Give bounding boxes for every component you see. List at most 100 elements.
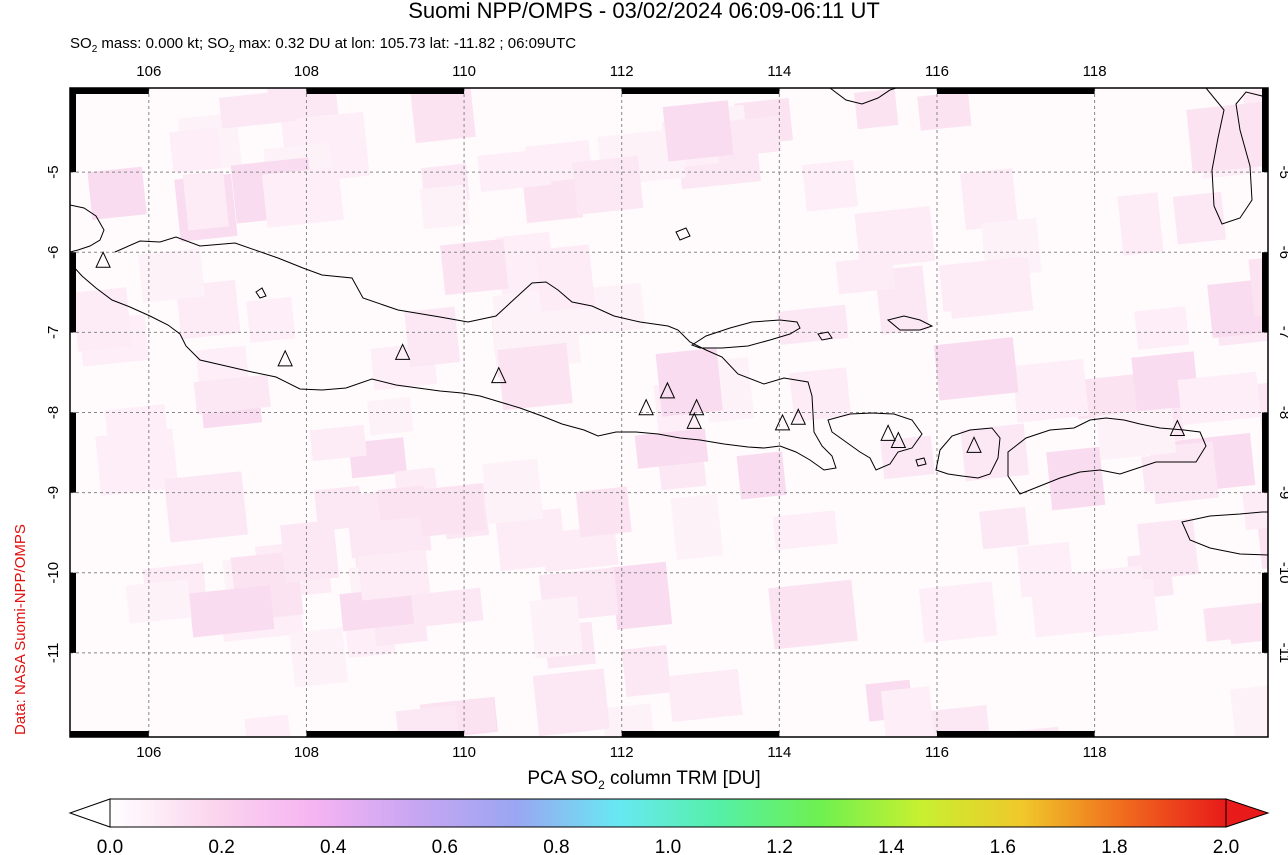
colorbar-tick-labels: 0.0 0.2 0.4 0.6 0.8 1.0 1.2 1.4 1.6 1.8 2.0: [97, 837, 1239, 855]
lon-tick-label-top: 108: [294, 63, 319, 80]
lat-tick-label-right: -6: [1276, 246, 1288, 259]
so2-pixel: [244, 714, 295, 737]
so2-pixel: [655, 347, 723, 417]
lat-tick-label-right: -11: [1276, 643, 1288, 664]
so2-pixel: [662, 100, 734, 162]
stats-post: max: 0.32 DU at lon: 105.73 lat: -11.82 …: [234, 35, 577, 52]
sulawesi-coastline: [1205, 88, 1268, 225]
so2-pixel: [497, 342, 573, 411]
volcano-marker: [1169, 419, 1186, 437]
so2-pixel: [602, 703, 656, 737]
volcano-marker: [880, 424, 896, 441]
so2-pixel: [419, 184, 470, 230]
so2-pixel: [789, 367, 852, 422]
so2-pixel: [1137, 518, 1199, 580]
border-bar-top: [306, 88, 465, 94]
so2-pixel: [219, 89, 298, 129]
so2-pixel: [880, 435, 935, 480]
so2-pixel: [854, 88, 899, 130]
border-bar-right: [1262, 252, 1268, 333]
cbtitle-sub: 2: [598, 777, 605, 792]
lon-tick-label-bottom: 112: [610, 744, 634, 761]
lat-tick-label-right: -8: [1276, 406, 1288, 419]
colorbar-tick-label: 2.0: [1213, 837, 1239, 855]
so2-map: 106 106 108 108 110 110 112 112 114 114 116 116 118 1…: [45, 63, 1288, 761]
colorbar-tick-label: 1.6: [990, 837, 1016, 855]
border-bar-top: [70, 88, 149, 94]
so2-pixel: [1266, 92, 1268, 135]
colorbar-tick-label: 1.4: [878, 837, 905, 855]
so2-pixel: [670, 493, 724, 561]
so2-pixel: [938, 256, 1028, 313]
so2-pixel: [417, 483, 487, 537]
lon-tick-label-bottom: 116: [925, 744, 949, 761]
colorbar-high-arrow: [1225, 798, 1270, 828]
lat-tick-label-left: -5: [45, 165, 62, 178]
stats-sub2: 2: [228, 44, 235, 55]
volcano-markers: [95, 251, 1186, 453]
so2-pixel: [768, 579, 858, 650]
border-bar-left: [70, 572, 76, 653]
volcano-marker: [95, 251, 111, 268]
so2-pixel: [1096, 407, 1177, 461]
colorbar-tick-label: 0.8: [543, 837, 569, 855]
so2-pixel: [854, 206, 936, 269]
lon-tick-label-top: 116: [925, 63, 949, 80]
lat-tick-label-left: -8: [45, 406, 62, 419]
lon-tick-label-top: 112: [610, 63, 634, 80]
so2-pixel: [1227, 597, 1268, 645]
axis-tick-labels: 106 106 108 108 110 110 112 112 114 114 116 116 118 1…: [45, 63, 1288, 761]
kangean-island: [886, 315, 934, 331]
so2-pixel: [495, 508, 567, 572]
madura-coastline: [690, 319, 801, 349]
lon-tick-label-bottom: 110: [452, 744, 476, 761]
border-bar-left: [70, 88, 76, 173]
lat-tick-label-left: -6: [45, 246, 62, 259]
volcano-marker: [966, 436, 982, 453]
sumbawa-coastline: [1007, 417, 1207, 495]
volcano-marker: [790, 408, 807, 425]
volcano-marker: [490, 366, 507, 384]
lat-tick-label-left: -11: [45, 643, 62, 664]
so2-pixel: [1177, 371, 1261, 426]
so2-pixel: [572, 155, 644, 215]
colorbar-tick-label: 0.2: [208, 837, 234, 855]
so2-pixel: [409, 88, 476, 144]
lat-tick-label-right: -9: [1276, 486, 1288, 499]
sumatra-coastline: [70, 204, 105, 253]
so2-pixel: [621, 645, 672, 697]
so2-pixel: [87, 166, 147, 220]
volcano-marker: [394, 343, 411, 360]
so2-pixel-layer: [72, 88, 1268, 737]
stats-sub: 2: [91, 44, 98, 55]
so2-pixel: [933, 337, 1019, 401]
so2-pixel: [523, 178, 584, 224]
so2-pixel: [960, 168, 1018, 231]
lon-tick-label-bottom: 106: [136, 744, 161, 761]
so2-pixel: [357, 549, 431, 601]
so2-pixel: [137, 248, 206, 303]
so2-pixel: [1011, 358, 1089, 423]
border-bar-left: [70, 252, 76, 333]
map-title: Suomi NPP/OMPS - 03/02/2024 06:09-06:11 …: [408, 0, 880, 23]
so2-pixel: [72, 287, 133, 352]
so2-pixel: [1207, 276, 1268, 339]
colorbar-tick-label: 0.6: [432, 837, 458, 855]
so2-pixel: [634, 428, 709, 469]
karimunjawa-island: [255, 287, 267, 299]
so2-pixel: [404, 306, 461, 368]
so2-pixel: [960, 423, 1030, 482]
so2-pixel: [367, 396, 414, 436]
so2-pixel: [529, 596, 583, 659]
volcano-marker: [774, 413, 791, 431]
so2-pixel: [1074, 374, 1138, 420]
so2-pixel: [1134, 306, 1190, 350]
volcano-marker: [890, 431, 907, 449]
lombok-coastline: [935, 427, 1001, 479]
lat-tick-label-left: -7: [45, 326, 62, 339]
lon-tick-label-top: 110: [452, 63, 476, 80]
so2-pixel: [532, 668, 610, 737]
lat-tick-label-right: -10: [1276, 562, 1288, 584]
so2-pixel: [125, 579, 192, 624]
so2-pixel: [772, 510, 838, 551]
